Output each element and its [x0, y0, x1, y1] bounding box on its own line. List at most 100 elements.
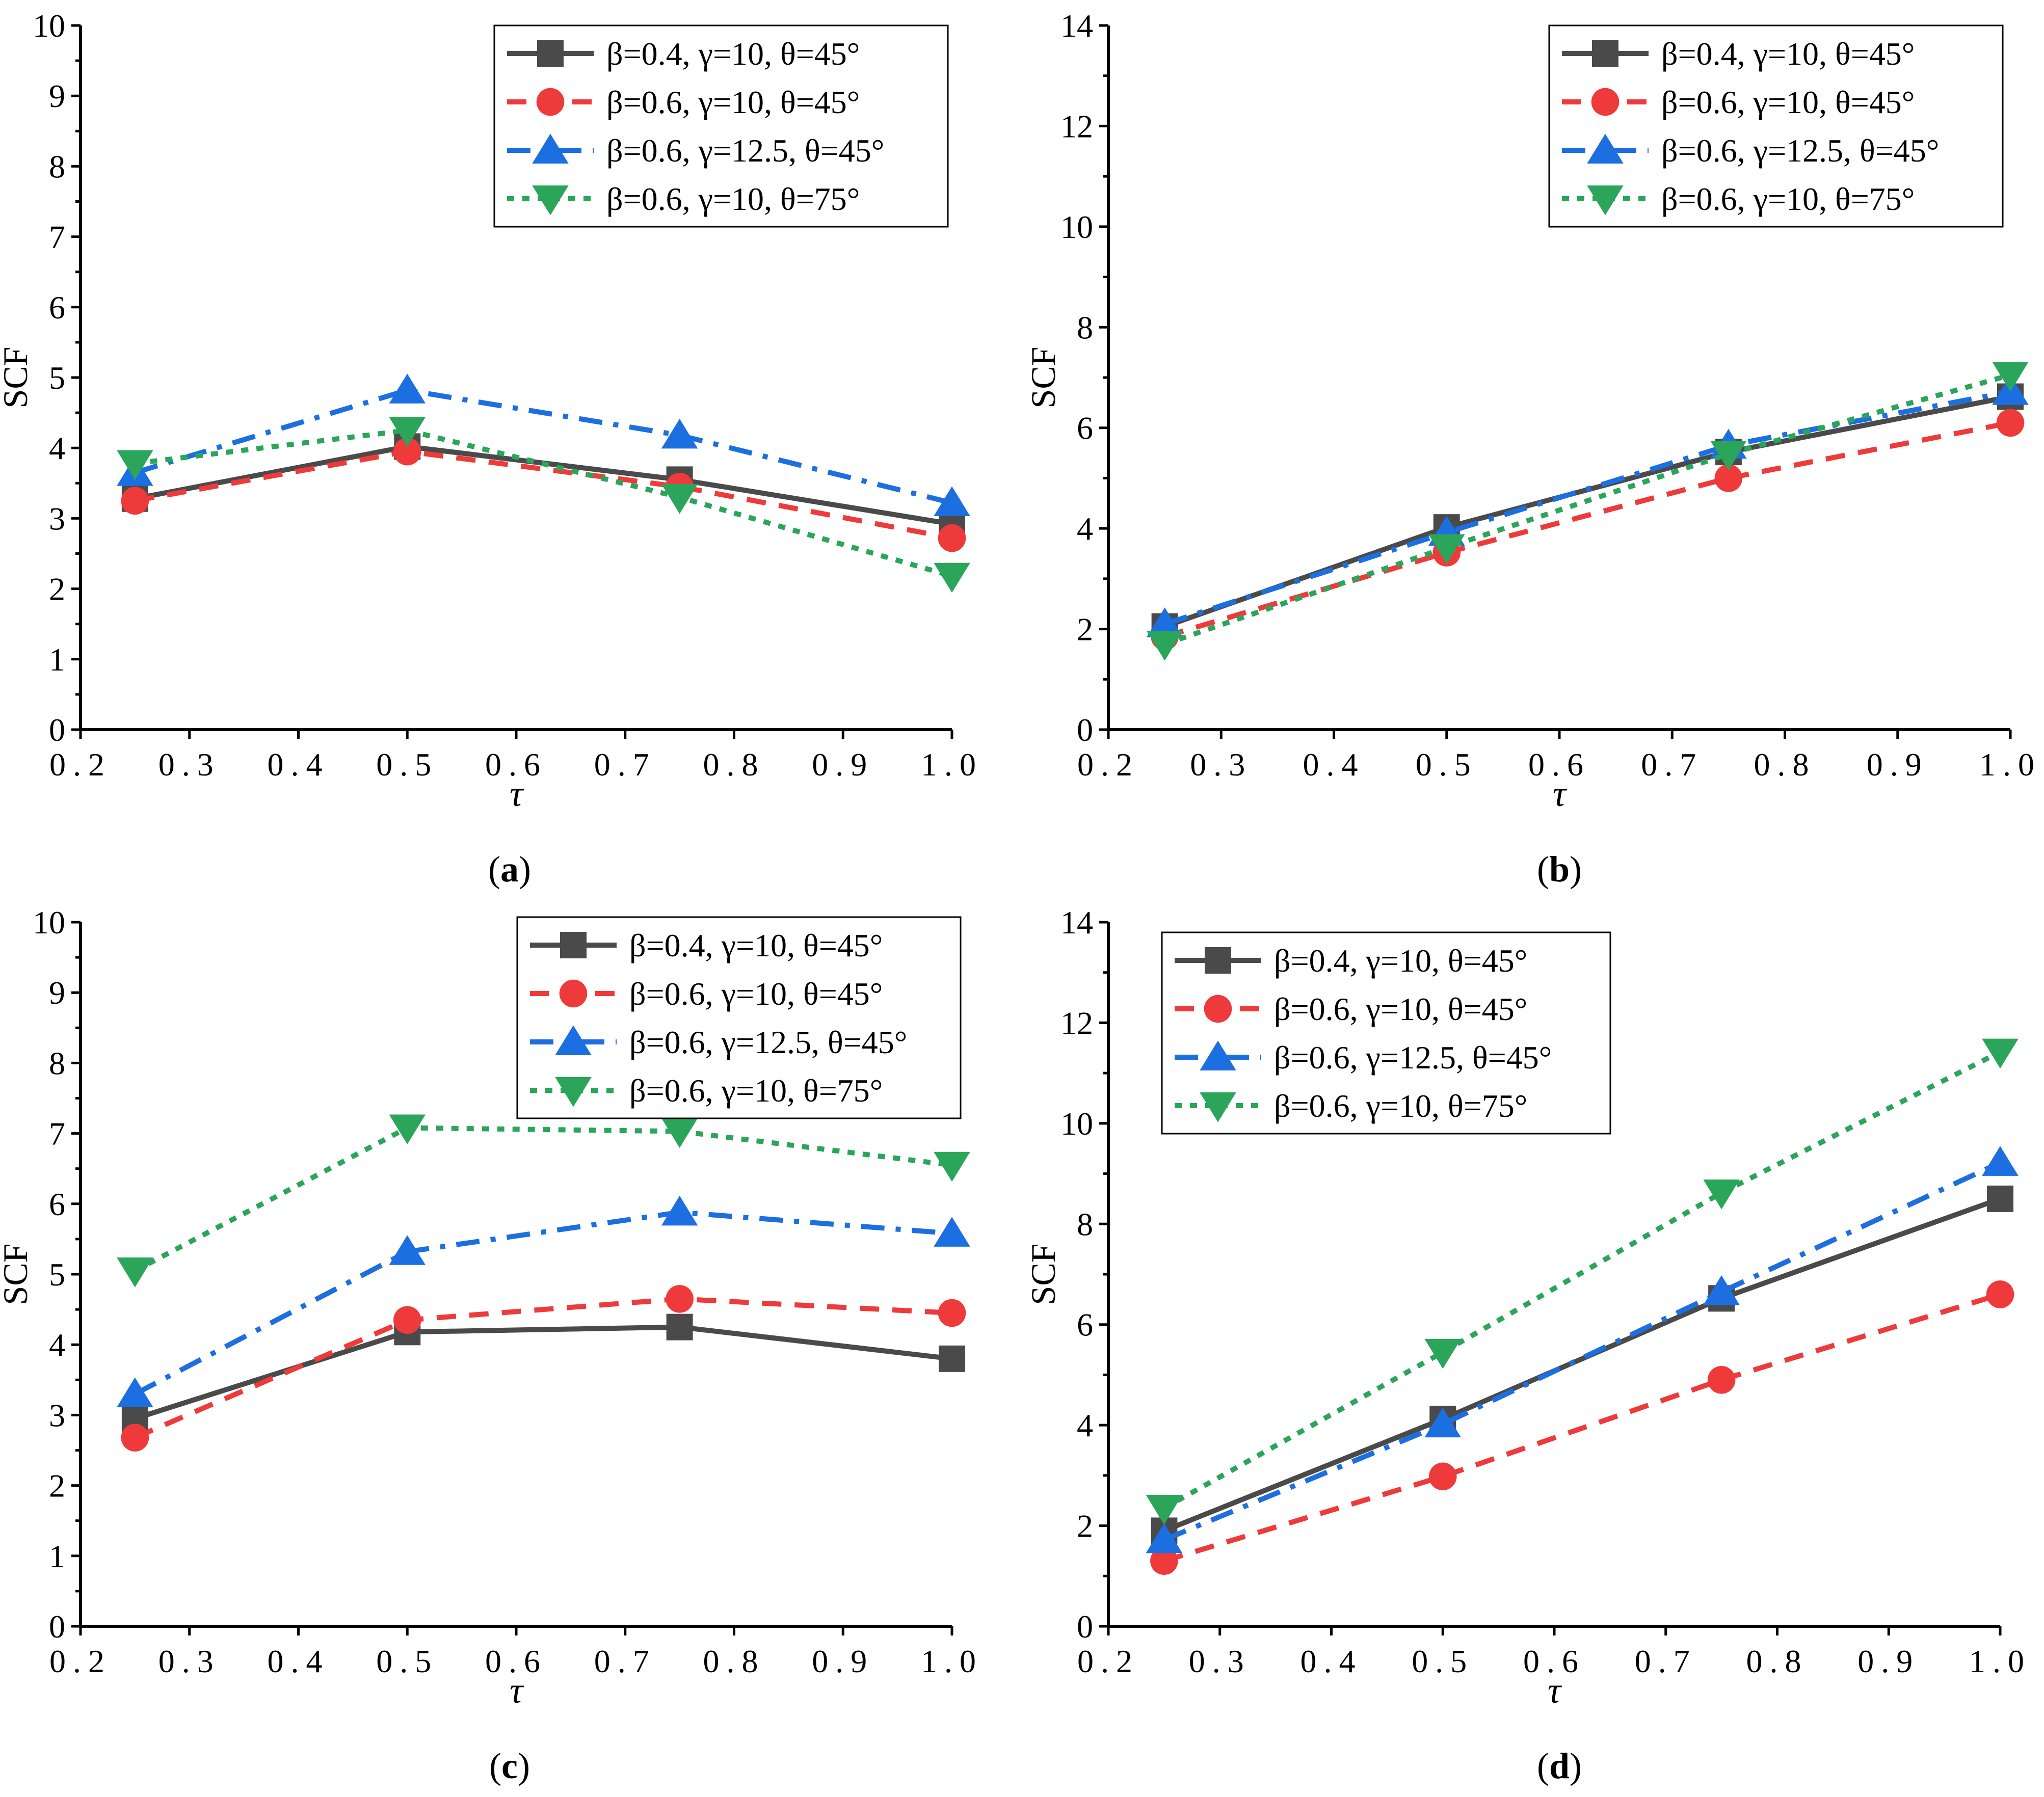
x-tick-label: 0.3 [1189, 1643, 1251, 1679]
y-tick-label: 2 [1077, 611, 1093, 648]
legend-item: β=0.4, γ=10, θ=45° [530, 927, 883, 963]
x-axis-label: τ [510, 1670, 524, 1711]
legend: β=0.4, γ=10, θ=45° β=0.6, γ=10, θ=45° β=0.… [516, 916, 962, 1119]
chart-panel-d: 0 2 4 6 8 10 12 14 0.2 0.3 0.4 0.5 0.6 0.7 0.8 0.9 1.0 SC… [1024, 904, 2031, 1786]
y-axis-label: SCF [0, 1244, 35, 1305]
y-tick-label: 8 [49, 1045, 65, 1081]
y-tick-label: 8 [1077, 1206, 1093, 1242]
y-tick-label: 2 [49, 1468, 65, 1504]
data-point [1996, 409, 2025, 437]
panel-caption: (b) [1537, 849, 1582, 890]
data-point [1986, 1280, 2014, 1308]
y-tick-label: 1 [49, 641, 65, 678]
x-tick-label: 0.2 [49, 1643, 112, 1679]
series-3 [1146, 1146, 2019, 1553]
x-axis-label: τ [510, 773, 524, 814]
y-tick-label: 14 [1060, 904, 1093, 941]
x-tick-label: 0.2 [1077, 1643, 1139, 1679]
data-point [117, 1257, 153, 1288]
series-line [134, 1210, 952, 1397]
y-tick-label: 10 [33, 904, 65, 941]
data-point [661, 1118, 698, 1148]
y-axis-label: SCF [0, 347, 35, 409]
series-line [134, 1324, 952, 1421]
panel-caption-letter: a [500, 849, 519, 890]
series-line [1162, 1050, 2002, 1511]
x-tick-label: 0.8 [1746, 1643, 1809, 1679]
legend-box [516, 916, 962, 1119]
data-point [666, 1285, 694, 1313]
y-tick-label: 0 [49, 712, 65, 748]
series-1 [121, 433, 965, 538]
y-tick-label: 3 [49, 500, 65, 537]
x-tick-label: 0.5 [376, 746, 438, 783]
x-tick-label: 0.3 [158, 1643, 221, 1679]
data-point [1146, 631, 1183, 661]
legend-label: β=0.4, γ=10, θ=45° [629, 927, 883, 963]
x-tick-label: 0.9 [1857, 1643, 1920, 1679]
x-tick-label: 0.5 [1412, 1643, 1474, 1679]
x-tick-label: 0.6 [485, 746, 547, 783]
y-tick-label: 10 [1060, 1106, 1093, 1142]
x-tick-label: 0.3 [1190, 746, 1252, 783]
y-tick-label: 0 [49, 1608, 65, 1645]
series-line [134, 1296, 952, 1440]
data-point [934, 486, 970, 516]
panel-caption-letter: b [1549, 849, 1570, 890]
x-tick-label: 0.7 [594, 1643, 656, 1679]
x-tick-label: 0.4 [1300, 1643, 1363, 1679]
x-tick-label: 0.2 [49, 746, 112, 783]
legend-label: β=0.6, γ=10, θ=75° [606, 181, 860, 217]
legend-swatch-marker [1200, 1040, 1236, 1070]
x-tick-label: 1.0 [921, 746, 983, 783]
x-tick-label: 0.2 [1077, 746, 1139, 783]
data-point [117, 450, 153, 480]
chart-panel-c: 0 1 2 3 4 5 6 7 8 9 10 0.2 0.3 0.4 0.5 0.6 0.7 0.8 0.9 1.0 S… [0, 904, 983, 1786]
x-tick-label: 0.8 [703, 746, 765, 783]
data-point [934, 562, 970, 593]
x-tick-label: 0.6 [485, 1643, 547, 1679]
y-tick-label: 6 [49, 1186, 65, 1222]
legend-item: β=0.6, γ=10, θ=75° [1562, 181, 1915, 217]
legend-label: β=0.6, γ=12.5, θ=45° [606, 132, 884, 169]
legend-label: β=0.6, γ=10, θ=75° [1661, 181, 1915, 217]
x-tick-label: 0.9 [812, 746, 874, 783]
legend-label: β=0.4, γ=10, θ=45° [606, 36, 860, 72]
legend-item: β=0.6, γ=10, θ=45° [1562, 84, 1915, 120]
chart-panel-a: 0 1 2 3 4 5 6 7 8 9 10 0.2 0.3 0.4 0.5 0.6 0.7 0.8 0.9 1.0 S… [0, 8, 983, 890]
y-tick-label: 10 [33, 8, 65, 44]
legend-swatch-marker [532, 185, 569, 216]
y-tick-label: 3 [49, 1397, 65, 1433]
x-tick-label: 1.0 [1969, 1643, 2031, 1679]
series-line [134, 449, 952, 541]
data-point [121, 487, 149, 515]
legend-box [1548, 24, 2004, 228]
y-tick-label: 6 [1077, 1307, 1093, 1343]
x-tick-label: 0.9 [812, 1643, 874, 1679]
series-2 [121, 1285, 966, 1452]
data-point [1146, 607, 1183, 637]
series-line [1163, 1292, 2001, 1564]
legend-item: β=0.4, γ=10, θ=45° [507, 36, 860, 72]
panel-caption: (d) [1537, 1746, 1582, 1786]
legend-item: β=0.6, γ=12.5, θ=45° [1562, 132, 1939, 169]
series-line [1164, 420, 2011, 639]
legend-label: β=0.6, γ=10, θ=75° [629, 1072, 883, 1109]
x-tick-label: 0.4 [1303, 746, 1365, 783]
data-point [1703, 1179, 1740, 1210]
x-tick-label: 0.4 [268, 1643, 330, 1679]
data-point [666, 1313, 693, 1340]
y-tick-label: 9 [49, 975, 65, 1011]
data-point [393, 1306, 421, 1334]
legend-box [1161, 931, 1611, 1135]
data-point [1428, 534, 1465, 565]
x-tick-label: 1.0 [921, 1643, 983, 1679]
legend-item: β=0.6, γ=10, θ=45° [1175, 991, 1527, 1027]
series-2 [121, 437, 966, 552]
data-point [934, 1217, 970, 1247]
data-point [389, 1114, 426, 1145]
y-tick-label: 6 [49, 289, 65, 326]
series-line [1164, 389, 2011, 627]
legend-label: β=0.6, γ=12.5, θ=45° [629, 1024, 907, 1060]
legend-item: β=0.6, γ=10, θ=75° [530, 1072, 883, 1109]
